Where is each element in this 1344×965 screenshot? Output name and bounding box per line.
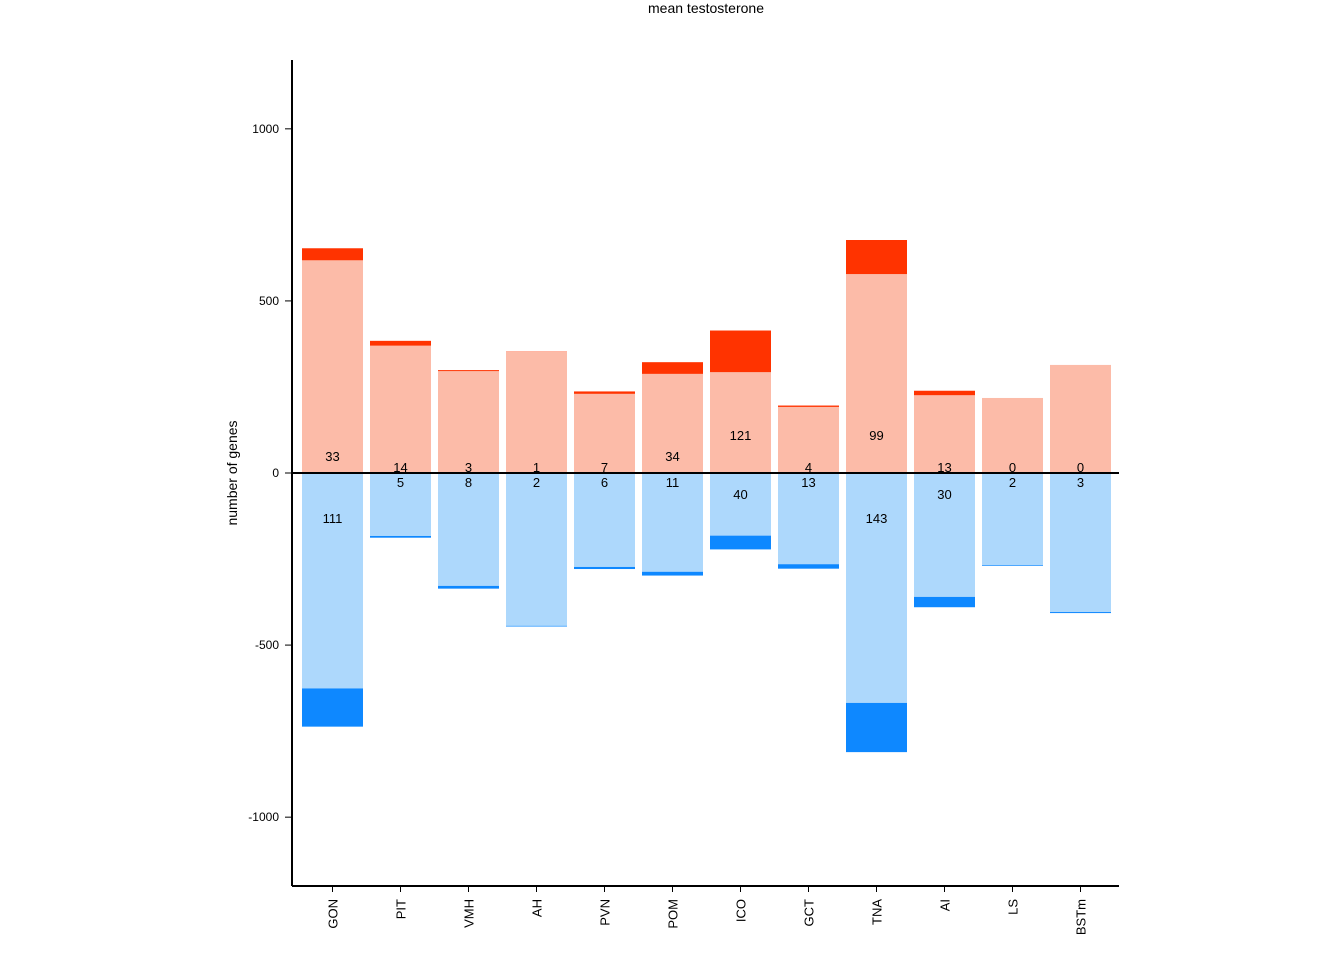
- bar-down-dark-pvn: [574, 567, 635, 569]
- bar-down-dark-ai: [914, 597, 975, 607]
- data-label-down-tna: 143: [866, 511, 888, 526]
- bar-up-light-ah: [506, 352, 567, 473]
- bar-down-dark-gct: [778, 564, 839, 568]
- bar-down-light-gon: [302, 473, 363, 688]
- x-tick-label-ai: AI: [938, 899, 953, 911]
- x-tick-label-ah: AH: [530, 899, 545, 917]
- x-tick-label-pit: PIT: [394, 899, 409, 919]
- bar-down-dark-pom: [642, 572, 703, 576]
- bar-down-light-ico: [710, 473, 771, 536]
- bar-down-dark-ls: [982, 565, 1043, 566]
- data-label-down-gct: 13: [801, 475, 815, 490]
- bar-up-dark-gct: [778, 406, 839, 407]
- bar-up-dark-ico: [710, 331, 771, 373]
- bar-down-dark-bstm: [1050, 612, 1111, 613]
- bar-up-dark-tna: [846, 240, 907, 274]
- data-label-up-tna: 99: [869, 428, 883, 443]
- data-label-down-ls: 2: [1009, 475, 1016, 490]
- bar-down-dark-vmh: [438, 586, 499, 589]
- y-tick-label: 1000: [252, 122, 279, 136]
- data-label-down-gon: 111: [323, 511, 343, 526]
- bar-up-light-gon: [302, 260, 363, 473]
- data-label-down-pom: 11: [666, 475, 680, 490]
- bar-up-dark-pit: [370, 341, 431, 346]
- y-tick-label: 0: [272, 466, 279, 480]
- data-label-down-pvn: 6: [601, 475, 608, 490]
- bar-up-dark-ai: [914, 391, 975, 395]
- data-label-down-ai: 30: [937, 487, 951, 502]
- y-axis-label: number of genes: [224, 420, 240, 525]
- bar-up-dark-vmh: [438, 370, 499, 371]
- x-tick-label-pvn: PVN: [598, 899, 613, 926]
- x-tick-label-gon: GON: [326, 899, 341, 929]
- x-tick-label-gct: GCT: [802, 899, 817, 927]
- x-tick-label-tna: TNA: [870, 899, 885, 925]
- data-label-down-ah: 2: [533, 475, 540, 490]
- data-label-down-pit: 5: [397, 475, 404, 490]
- bar-down-light-tna: [846, 473, 907, 703]
- bar-up-dark-pom: [642, 362, 703, 374]
- x-tick-label-ico: ICO: [734, 899, 749, 922]
- bar-down-dark-tna: [846, 703, 907, 752]
- x-tick-label-ls: LS: [1006, 899, 1021, 915]
- bars-layer: [302, 240, 1111, 752]
- bar-up-light-vmh: [438, 371, 499, 473]
- x-tick-label-bstm: BSTm: [1074, 899, 1089, 935]
- bar-down-dark-gon: [302, 688, 363, 726]
- bar-down-light-bstm: [1050, 473, 1111, 612]
- bar-down-dark-ico: [710, 536, 771, 550]
- bar-down-dark-pit: [370, 536, 431, 538]
- bar-up-light-bstm: [1050, 365, 1111, 473]
- y-tick-label: -1000: [248, 810, 279, 824]
- bar-up-light-pit: [370, 346, 431, 473]
- x-tick-label-vmh: VMH: [462, 899, 477, 928]
- data-label-up-ico: 121: [730, 428, 752, 443]
- y-tick-label: -500: [255, 638, 279, 652]
- bar-up-light-tna: [846, 274, 907, 473]
- data-label-up-pom: 34: [665, 449, 679, 464]
- data-label-down-vmh: 8: [465, 475, 472, 490]
- chart-title: mean testosterone: [648, 0, 764, 16]
- y-tick-label: 500: [259, 294, 279, 308]
- bar-up-dark-gon: [302, 248, 363, 260]
- data-label-down-ico: 40: [733, 487, 747, 502]
- bar-up-dark-pvn: [574, 391, 635, 393]
- data-label-up-gon: 33: [325, 449, 339, 464]
- bar-down-dark-ah: [506, 626, 567, 627]
- x-tick-label-pom: POM: [666, 899, 681, 929]
- data-label-down-bstm: 3: [1077, 475, 1084, 490]
- bar-down-light-ah: [506, 473, 567, 626]
- bar-up-light-ico: [710, 372, 771, 473]
